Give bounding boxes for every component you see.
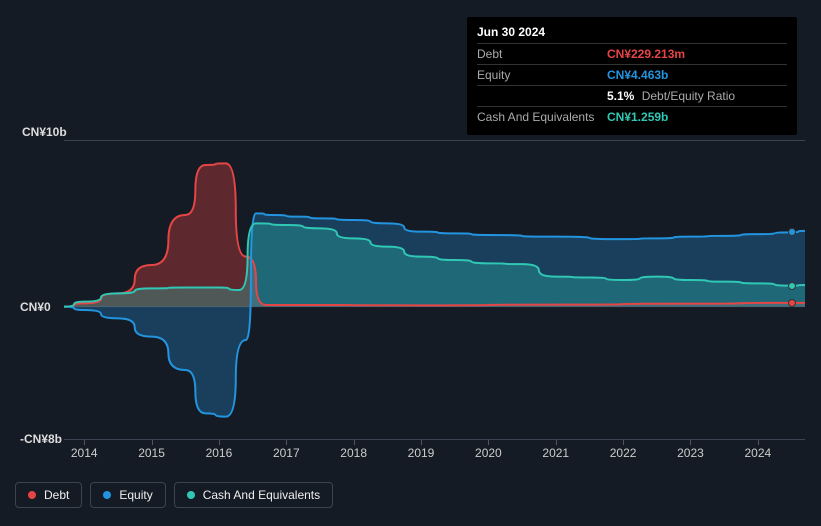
grid-line-bottom bbox=[64, 439, 805, 440]
tooltip-row-value: CN¥4.463b bbox=[607, 68, 668, 82]
x-tick-mark bbox=[556, 440, 557, 445]
x-tick-label: 2014 bbox=[71, 446, 98, 460]
x-tick-label: 2023 bbox=[677, 446, 704, 460]
y-tick-zero: CN¥0 bbox=[20, 300, 51, 314]
legend-label: Equity bbox=[119, 488, 152, 502]
x-tick-label: 2019 bbox=[408, 446, 435, 460]
tooltip-row-label: Equity bbox=[477, 68, 607, 82]
x-tick-label: 2021 bbox=[542, 446, 569, 460]
chart-plot: CN¥0 -CN¥8b bbox=[15, 140, 805, 440]
tooltip-row: Cash And EquivalentsCN¥1.259b bbox=[477, 106, 787, 127]
chart-tooltip: Jun 30 2024 DebtCN¥229.213mEquityCN¥4.46… bbox=[467, 17, 797, 135]
x-tick-mark bbox=[623, 440, 624, 445]
tooltip-row-label: Debt bbox=[477, 47, 607, 61]
hover-dot bbox=[788, 228, 796, 236]
hover-dot bbox=[788, 299, 796, 307]
x-tick-label: 2022 bbox=[610, 446, 637, 460]
x-axis: 2014 2015 2016 2017 2018 2019 2020 2021 2022 2023… bbox=[15, 446, 805, 466]
x-tick-mark bbox=[354, 440, 355, 445]
x-tick-label: 2024 bbox=[744, 446, 771, 460]
grid-line-top bbox=[64, 140, 805, 141]
x-tick-mark bbox=[84, 440, 85, 445]
x-tick-mark bbox=[488, 440, 489, 445]
legend-label: Cash And Equivalents bbox=[203, 488, 320, 502]
legend-label: Debt bbox=[44, 488, 69, 502]
x-tick-mark bbox=[421, 440, 422, 445]
tooltip-date: Jun 30 2024 bbox=[477, 25, 787, 43]
x-tick-label: 2015 bbox=[138, 446, 165, 460]
tooltip-row-value: 5.1% Debt/Equity Ratio bbox=[607, 89, 735, 103]
legend-dot-icon bbox=[28, 491, 36, 499]
tooltip-row: DebtCN¥229.213m bbox=[477, 43, 787, 64]
hover-dot bbox=[788, 282, 796, 290]
tooltip-row-value: CN¥229.213m bbox=[607, 47, 685, 61]
x-tick-label: 2018 bbox=[340, 446, 367, 460]
x-tick-mark bbox=[758, 440, 759, 445]
y-tick-top: CN¥10b bbox=[22, 125, 67, 139]
tooltip-row: EquityCN¥4.463b bbox=[477, 64, 787, 85]
legend-item-debt[interactable]: Debt bbox=[15, 482, 82, 508]
x-tick-label: 2020 bbox=[475, 446, 502, 460]
tooltip-row-label: Cash And Equivalents bbox=[477, 110, 607, 124]
tooltip-row-value: CN¥1.259b bbox=[607, 110, 668, 124]
y-tick-bottom: -CN¥8b bbox=[20, 432, 62, 446]
legend-item-cash-and-equivalents[interactable]: Cash And Equivalents bbox=[174, 482, 333, 508]
legend-item-equity[interactable]: Equity bbox=[90, 482, 165, 508]
tooltip-row: 5.1% Debt/Equity Ratio bbox=[477, 85, 787, 106]
x-tick-label: 2017 bbox=[273, 446, 300, 460]
legend-dot-icon bbox=[103, 491, 111, 499]
tooltip-row-extra: Debt/Equity Ratio bbox=[638, 89, 735, 103]
x-tick-mark bbox=[690, 440, 691, 445]
x-tick-mark bbox=[286, 440, 287, 445]
chart-legend: Debt Equity Cash And Equivalents bbox=[15, 482, 333, 508]
x-tick-mark bbox=[219, 440, 220, 445]
x-tick-mark bbox=[152, 440, 153, 445]
chart-svg bbox=[15, 140, 805, 440]
x-tick-label: 2016 bbox=[206, 446, 233, 460]
tooltip-row-label bbox=[477, 89, 607, 103]
legend-dot-icon bbox=[187, 491, 195, 499]
